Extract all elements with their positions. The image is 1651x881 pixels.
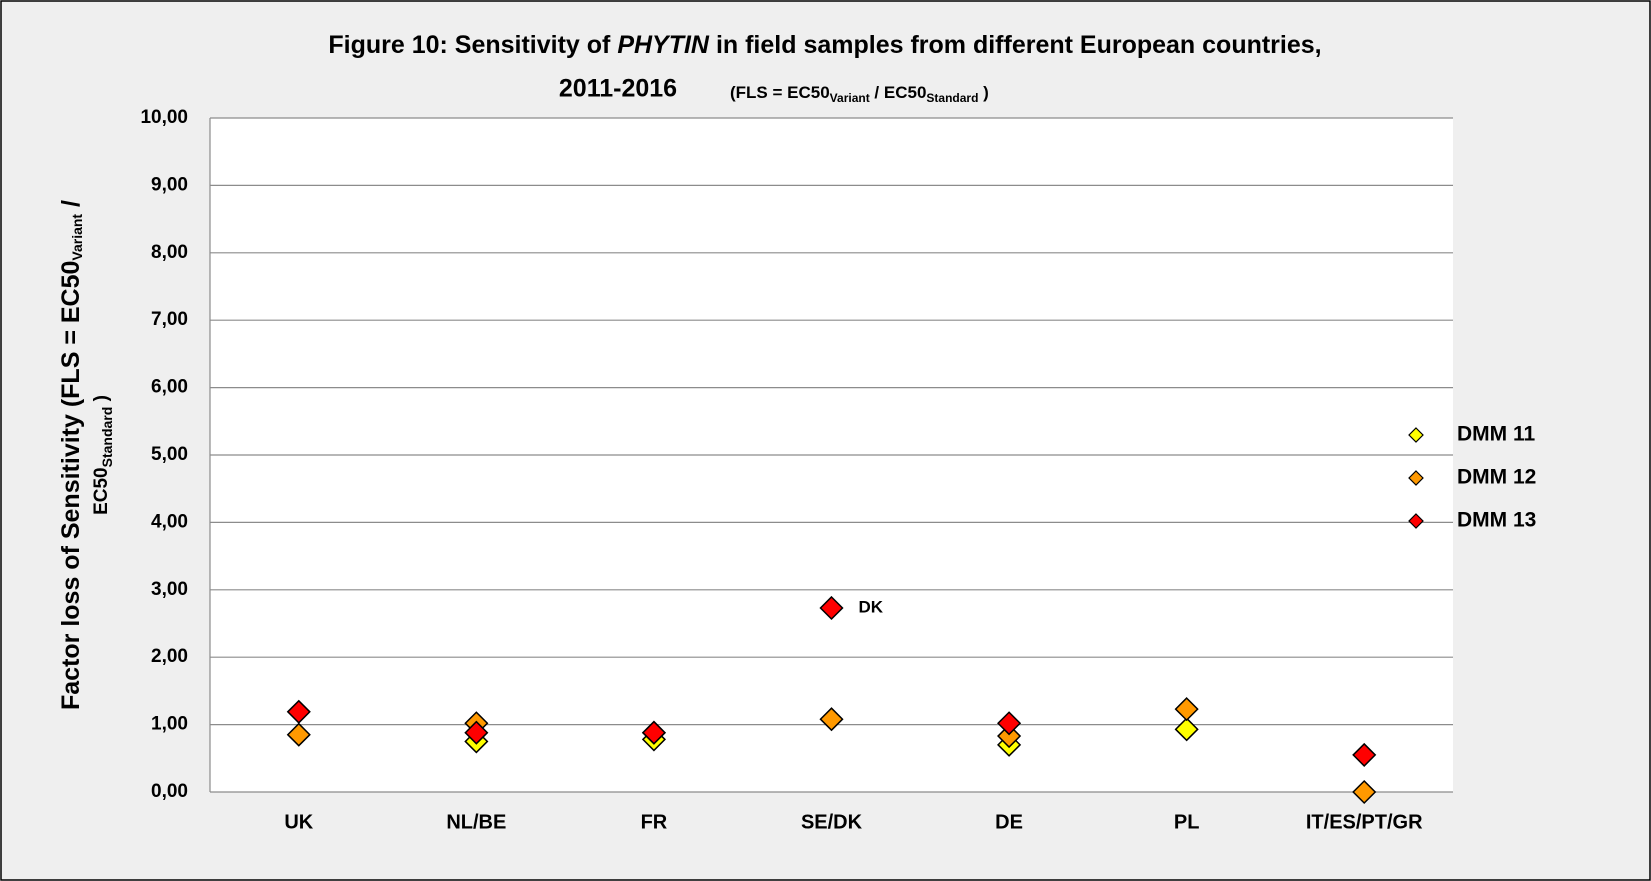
data-point [1174, 717, 1199, 742]
annotation: DK [859, 597, 884, 616]
y-tick-label: 7,00 [151, 309, 188, 330]
y-tick-label: 4,00 [151, 511, 188, 532]
y-label-part: Factor loss of Sensitivity (FLS = EC50 [57, 261, 85, 710]
data-point [1174, 697, 1199, 722]
legend-marker [1408, 470, 1424, 486]
data-point [641, 720, 666, 745]
x-tick-label: PL [1174, 811, 1200, 833]
formula: (FLS = EC50Variant / EC50Standard ) [730, 83, 989, 105]
legend-marker [1408, 513, 1424, 529]
legend-label: DMM 11 [1457, 423, 1536, 446]
x-tick-label: DE [995, 811, 1023, 833]
formula-part: / EC50 [870, 83, 927, 102]
chart-subtitle: 2011-2016 [559, 75, 677, 103]
y-axis-label: Factor loss of Sensitivity (FLS = EC50Va… [57, 200, 85, 710]
y-label-part: / [57, 200, 85, 214]
y-tick-label: 6,00 [151, 377, 188, 398]
y-tick-label: 5,00 [151, 444, 188, 465]
y-tick-label: 0,00 [151, 781, 188, 802]
x-tick-label: IT/ES/PT/GR [1306, 811, 1423, 833]
data-point [819, 707, 844, 732]
y-tick-label: 9,00 [151, 174, 188, 195]
chart-title: Figure 10: Sensitivity of PHYTIN in fiel… [328, 31, 1321, 59]
x-tick-label: NL/BE [446, 811, 506, 833]
data-point [1352, 779, 1377, 805]
data-point [1352, 742, 1377, 767]
legend-label: DMM 13 [1457, 509, 1536, 532]
data-point [286, 699, 311, 724]
data-point [819, 595, 844, 621]
y-label-subscript: Variant [69, 214, 85, 261]
y-tick-label: 2,00 [151, 646, 188, 667]
x-tick-label: FR [641, 811, 668, 833]
y-tick-label: 8,00 [151, 242, 188, 263]
data-point [997, 723, 1022, 749]
x-tick-label: UK [284, 811, 313, 833]
y-tick-label: 3,00 [151, 579, 188, 600]
y-axis-label: EC50Standard ) [91, 395, 115, 515]
y-tick-label: 1,00 [151, 714, 188, 735]
title-part: Figure 10: Sensitivity of [328, 31, 617, 59]
data-point [464, 720, 489, 745]
legend-label: DMM 12 [1457, 466, 1536, 489]
formula-subscript: Standard [926, 91, 978, 105]
data-point [286, 722, 311, 747]
title-part: PHYTIN [617, 31, 710, 59]
title-part: in field samples from different European… [709, 31, 1322, 59]
x-tick-label: SE/DK [801, 811, 863, 833]
y-label-subscript: Standard [99, 407, 115, 468]
y-tick-label: 10,00 [140, 107, 188, 128]
formula-subscript: Variant [830, 91, 870, 105]
legend-marker [1408, 427, 1424, 443]
data-point [997, 711, 1022, 736]
formula-part: ) [978, 83, 988, 102]
y-label-part: ) [91, 395, 112, 407]
y-label-part: EC50 [91, 467, 112, 515]
formula-part: (FLS = EC50 [730, 83, 830, 102]
